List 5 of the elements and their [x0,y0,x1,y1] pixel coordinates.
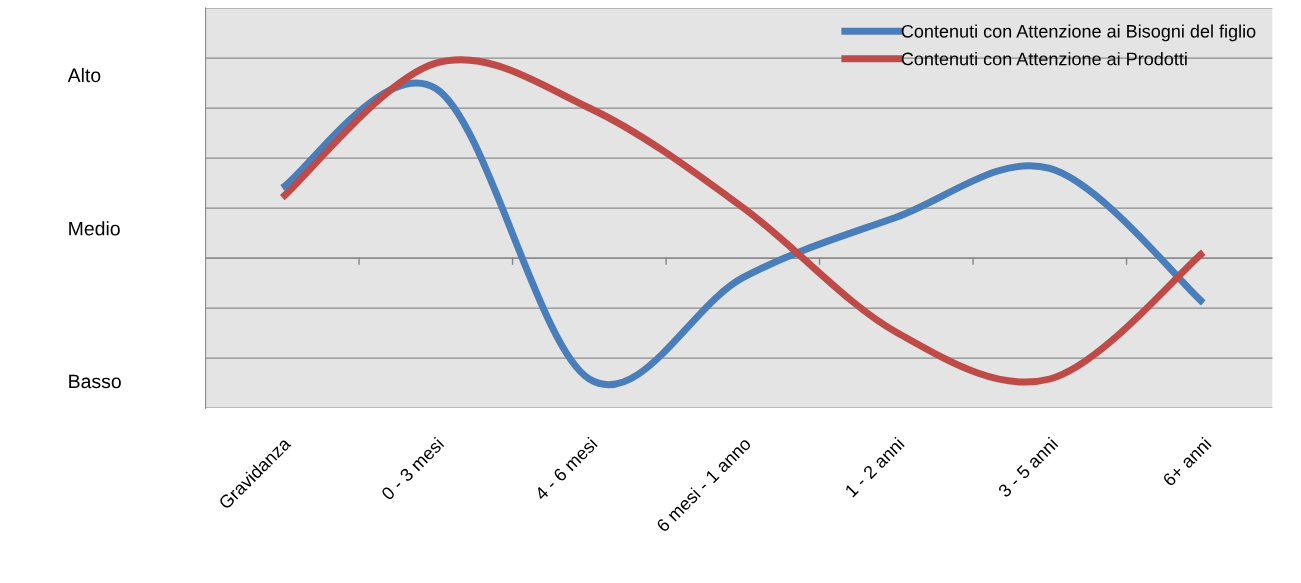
text: Basso [69,374,121,389]
legend-label: Contenuti con Attenzione ai Bisogni del figlio [901,24,1256,42]
text: Medio [69,221,120,236]
legend-label: Contenuti con Attenzione ai Prodotti [901,52,1187,66]
text: Alto [67,67,101,83]
